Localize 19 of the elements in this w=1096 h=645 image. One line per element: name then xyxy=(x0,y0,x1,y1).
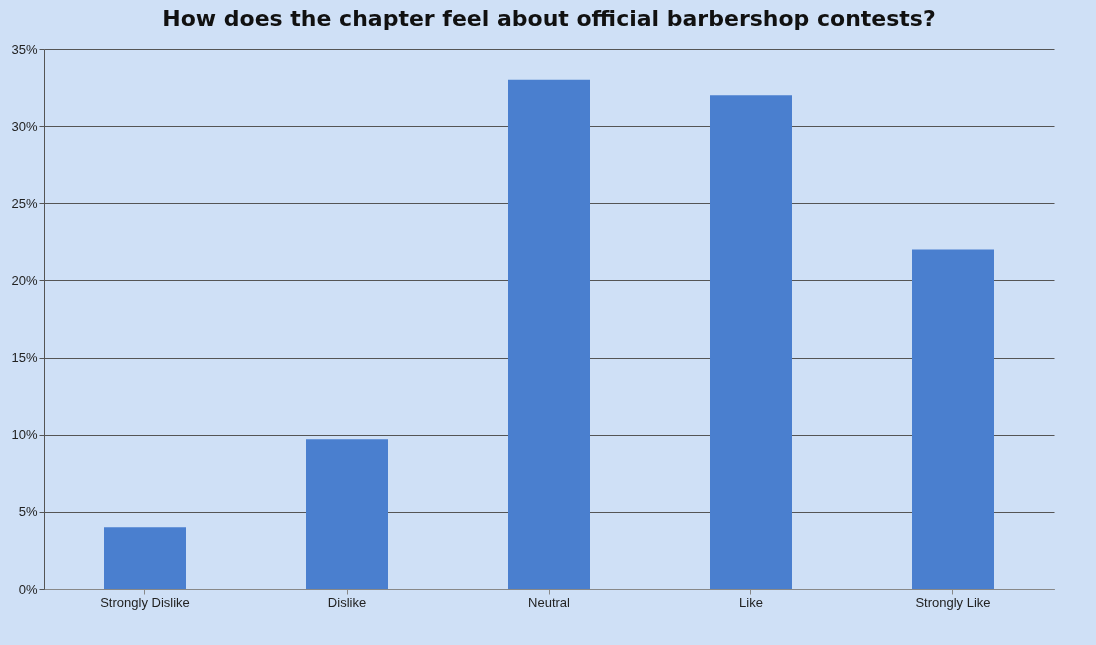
x-tick-label: Like xyxy=(739,594,763,610)
bar xyxy=(508,79,590,589)
y-tick-label: 15% xyxy=(11,350,38,366)
bar xyxy=(104,527,186,589)
chart-title: How does the chapter feel about official barbershop contests? xyxy=(162,6,936,31)
x-tick-label: Strongly Like xyxy=(915,594,991,610)
y-tick-label: 35% xyxy=(11,41,38,57)
y-tick-label: 25% xyxy=(11,195,38,211)
x-tick-label: Neutral xyxy=(528,594,571,610)
bar xyxy=(710,95,792,589)
y-tick-label: 0% xyxy=(18,581,38,597)
y-tick-label: 10% xyxy=(11,427,38,443)
x-tick-label: Strongly Dislike xyxy=(100,594,190,610)
y-tick-label: 5% xyxy=(18,504,38,520)
bar xyxy=(306,439,388,589)
y-tick-label: 30% xyxy=(11,118,38,134)
y-tick-label: 20% xyxy=(11,272,38,288)
bar xyxy=(912,249,994,589)
x-tick-label: Dislike xyxy=(327,594,367,610)
